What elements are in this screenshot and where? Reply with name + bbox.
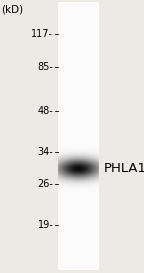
Bar [58,3,98,270]
Text: 26-: 26- [37,179,53,189]
Text: 85-: 85- [37,62,53,72]
Text: 117-: 117- [31,29,53,39]
Text: 48-: 48- [38,106,53,115]
Text: 34-: 34- [38,147,53,156]
Text: 19-: 19- [38,220,53,230]
Text: PHLA1: PHLA1 [104,162,144,175]
Text: (kD): (kD) [1,4,24,14]
